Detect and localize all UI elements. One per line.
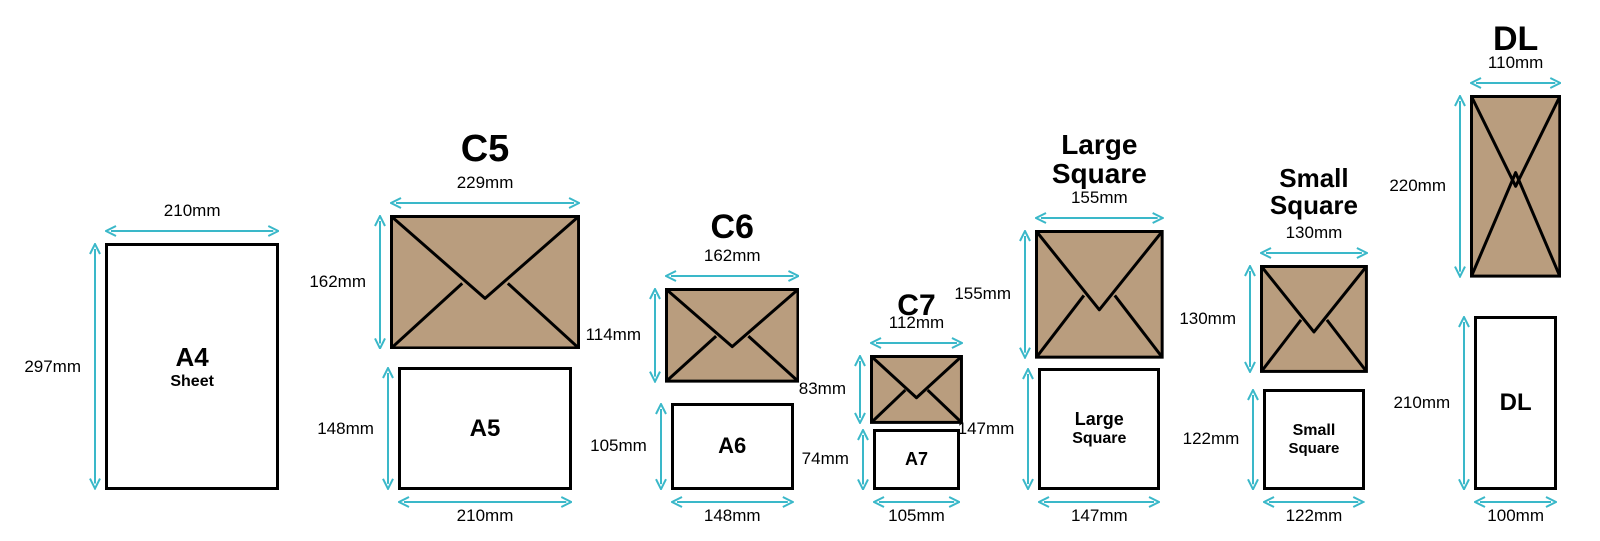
height-arrow [851, 429, 875, 490]
height-label: 83mm [799, 379, 846, 399]
size-title: Small Square [1260, 165, 1368, 220]
width-arrow [105, 219, 279, 243]
paper-sheet: SmallSquare [1263, 389, 1364, 490]
width-label: 155mm [1035, 188, 1164, 208]
height-arrow [1452, 316, 1476, 490]
width-arrow [1470, 71, 1561, 95]
envelope-icon [870, 355, 963, 424]
height-arrow [1016, 368, 1040, 490]
paper-sheet: A7 [873, 429, 960, 490]
height-arrow [376, 367, 400, 490]
height-label: 147mm [958, 419, 1015, 439]
width-label: 100mm [1474, 506, 1557, 526]
sheet-label: A5 [470, 415, 501, 443]
height-arrow [1238, 265, 1262, 373]
sheet-label: A4 [176, 342, 209, 373]
height-arrow [1448, 95, 1472, 278]
width-arrow [390, 191, 580, 215]
width-arrow [870, 331, 963, 355]
width-label: 122mm [1263, 506, 1364, 526]
height-arrow [643, 288, 667, 383]
size-title: C5 [390, 130, 580, 170]
height-label: 114mm [586, 325, 641, 345]
height-arrow [848, 355, 872, 424]
width-label: 130mm [1260, 223, 1368, 243]
sheet-sublabel: Square [1072, 430, 1126, 448]
height-label: 105mm [590, 436, 647, 456]
height-label: 162mm [309, 272, 366, 292]
height-label: 210mm [1393, 393, 1450, 413]
height-arrow [1241, 389, 1265, 490]
width-arrow [665, 264, 799, 288]
paper-sheet: A6 [671, 403, 794, 490]
envelope-icon [1035, 230, 1164, 359]
width-label: 210mm [105, 201, 279, 221]
sheet-label: A7 [905, 449, 928, 470]
paper-sheet: A4Sheet [105, 243, 279, 490]
width-label: 148mm [671, 506, 794, 526]
height-arrow [1013, 230, 1037, 359]
width-label: 162mm [665, 246, 799, 266]
height-label: 130mm [1179, 309, 1236, 329]
sheet-sublabel: Square [1289, 440, 1340, 457]
height-label: 297mm [24, 357, 81, 377]
paper-sheet: DL [1474, 316, 1557, 490]
size-chart: A4Sheet 297mm 210mm C5 229mm 162mm A5 148m… [0, 0, 1600, 541]
height-label: 122mm [1183, 429, 1240, 449]
width-label: 210mm [398, 506, 572, 526]
height-arrow [83, 243, 107, 490]
width-arrow [1260, 241, 1368, 265]
sheet-label: A6 [718, 433, 746, 459]
width-label: 229mm [390, 173, 580, 193]
sheet-sublabel: Sheet [170, 373, 214, 391]
width-label: 105mm [873, 506, 960, 526]
sheet-label: Large [1075, 409, 1124, 430]
envelope-icon [1260, 265, 1368, 373]
height-arrow [649, 403, 673, 490]
width-label: 112mm [870, 313, 963, 333]
height-label: 74mm [802, 449, 849, 469]
width-label: 147mm [1038, 506, 1160, 526]
envelope-icon [665, 288, 799, 383]
height-label: 220mm [1389, 176, 1446, 196]
envelope-icon [390, 215, 580, 349]
width-label: 110mm [1470, 53, 1561, 73]
size-title: Large Square [1035, 130, 1164, 189]
height-label: 148mm [317, 419, 374, 439]
sheet-label: DL [1500, 389, 1532, 417]
paper-sheet: LargeSquare [1038, 368, 1160, 490]
height-arrow [368, 215, 392, 349]
paper-sheet: A5 [398, 367, 572, 490]
width-arrow [1035, 206, 1164, 230]
height-label: 155mm [954, 284, 1011, 304]
size-title: C6 [665, 210, 799, 246]
sheet-label: Small [1293, 422, 1336, 440]
envelope-icon [1470, 95, 1561, 278]
